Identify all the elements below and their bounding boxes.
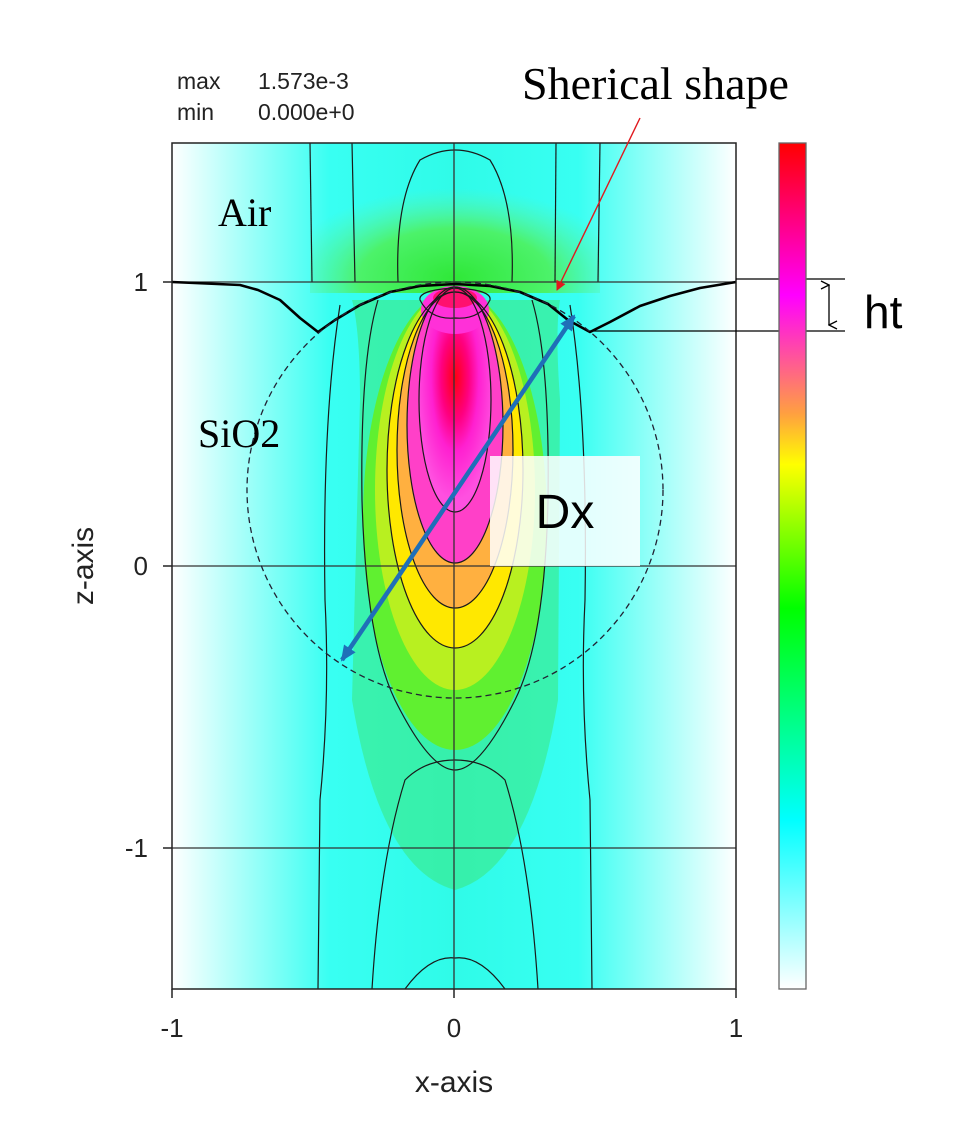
ht-label: ht (864, 286, 903, 338)
spherical-shape-label: Sherical shape (522, 58, 789, 109)
x-tick-label: 0 (447, 1013, 461, 1043)
region-label-air: Air (218, 190, 271, 235)
x-tick-label: -1 (160, 1013, 183, 1043)
stat-min-value: 0.000e+0 (258, 99, 355, 125)
spherical-shape-arrow (556, 117, 641, 291)
x-tick-label: 1 (729, 1013, 743, 1043)
dx-double-arrow (340, 314, 576, 662)
interface-boundary (171, 280, 737, 334)
y-axis-title: z-axis (67, 527, 100, 605)
x-axis-title: x-axis (415, 1066, 493, 1099)
sphere-outline (246, 281, 664, 699)
y-tick-label: 1 (134, 267, 148, 297)
y-tick-label: 0 (134, 551, 148, 581)
region-label-sio2: SiO2 (198, 411, 280, 456)
stat-max-value: 1.573e-3 (258, 68, 349, 94)
stat-min-label: min (177, 99, 214, 125)
axis-ticks (163, 281, 737, 998)
stat-max-label: max (177, 68, 221, 94)
y-tick-label: -1 (125, 833, 148, 863)
colorbar (778, 142, 807, 990)
dx-label: Dx (536, 486, 595, 539)
